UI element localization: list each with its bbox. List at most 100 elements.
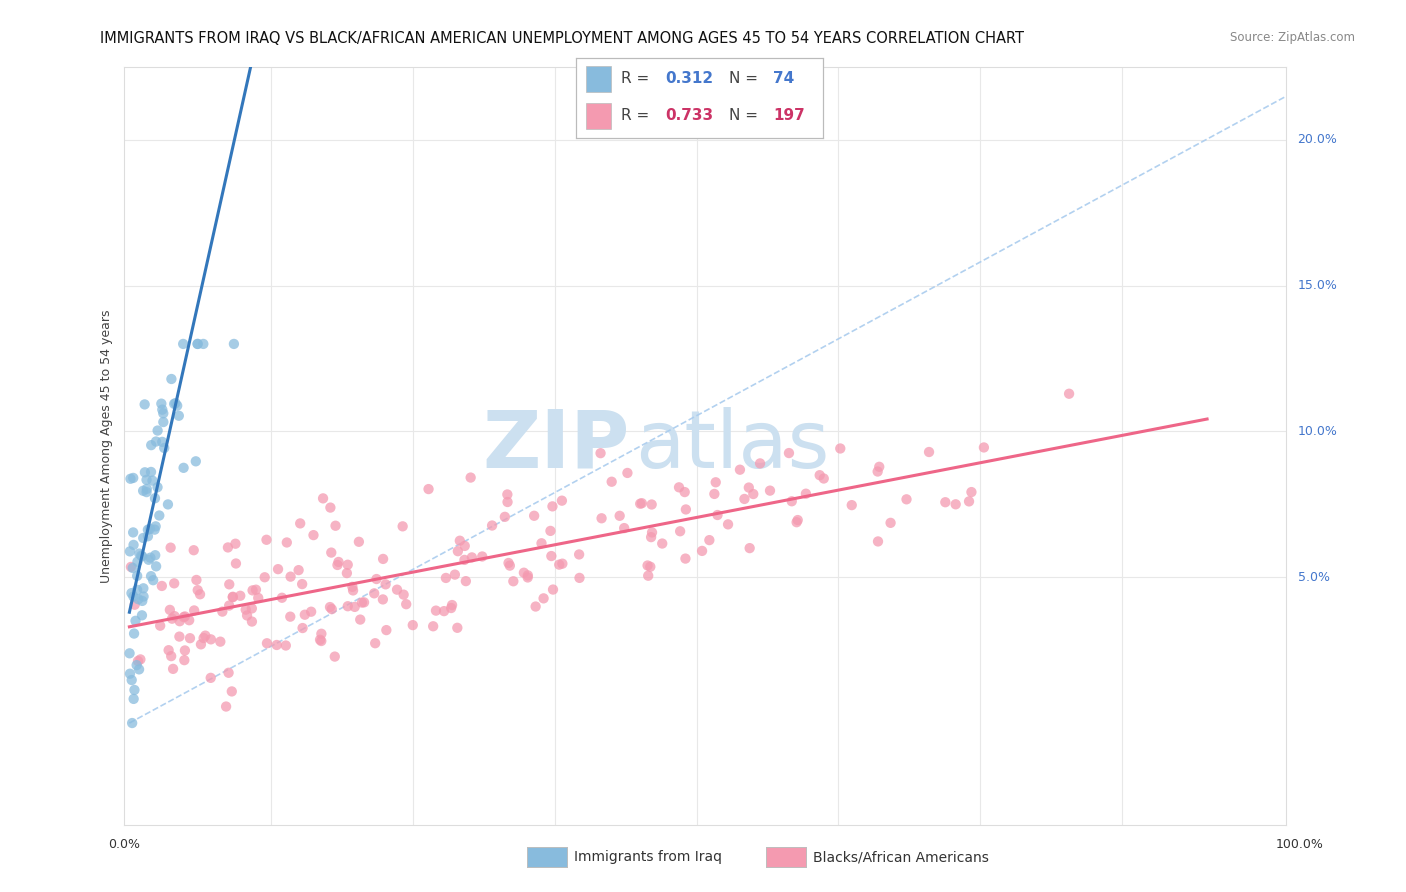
Point bbox=[749, 457, 772, 471]
Point bbox=[240, 615, 263, 629]
Text: 5.0%: 5.0% bbox=[1298, 571, 1330, 583]
Point bbox=[217, 541, 239, 555]
Point bbox=[127, 592, 149, 607]
Point bbox=[149, 618, 172, 632]
Point bbox=[179, 613, 201, 627]
Point bbox=[132, 531, 155, 545]
Point bbox=[280, 569, 302, 583]
Point bbox=[973, 441, 995, 455]
Point bbox=[172, 337, 194, 351]
Point bbox=[211, 605, 233, 619]
Point bbox=[224, 537, 246, 551]
Text: atlas: atlas bbox=[636, 407, 830, 485]
Point bbox=[780, 494, 803, 508]
Point bbox=[127, 569, 149, 583]
Point bbox=[425, 604, 447, 618]
Point bbox=[222, 337, 245, 351]
Point bbox=[516, 568, 538, 582]
Point bbox=[447, 544, 470, 558]
Point bbox=[139, 465, 162, 479]
Point bbox=[143, 523, 166, 537]
Point bbox=[127, 582, 149, 597]
Point bbox=[152, 406, 174, 420]
Point bbox=[347, 534, 370, 549]
Point bbox=[616, 466, 638, 480]
Point bbox=[342, 583, 364, 598]
Point bbox=[371, 592, 394, 607]
Text: IMMIGRANTS FROM IRAQ VS BLACK/AFRICAN AMERICAN UNEMPLOYMENT AMONG AGES 45 TO 54 : IMMIGRANTS FROM IRAQ VS BLACK/AFRICAN AM… bbox=[100, 31, 1025, 46]
Point bbox=[759, 483, 782, 498]
Point bbox=[132, 483, 155, 498]
Point bbox=[173, 610, 195, 624]
Point bbox=[568, 548, 591, 562]
Point bbox=[245, 582, 267, 597]
Point bbox=[187, 337, 209, 351]
Point bbox=[375, 623, 398, 637]
Point bbox=[830, 442, 852, 456]
Point bbox=[136, 529, 159, 543]
Point bbox=[193, 337, 215, 351]
Point bbox=[326, 558, 349, 572]
Point bbox=[444, 567, 467, 582]
Point bbox=[150, 397, 173, 411]
Point bbox=[229, 589, 252, 603]
Point bbox=[200, 671, 222, 685]
Point bbox=[540, 549, 562, 563]
Point bbox=[502, 574, 524, 589]
Point bbox=[274, 639, 297, 653]
Point bbox=[738, 481, 761, 495]
Point bbox=[353, 595, 375, 609]
Point bbox=[200, 632, 222, 647]
Point bbox=[651, 536, 673, 550]
Text: R =: R = bbox=[620, 108, 650, 123]
Point bbox=[640, 530, 662, 544]
Point bbox=[278, 609, 301, 624]
Point bbox=[190, 637, 212, 651]
Point bbox=[794, 486, 817, 500]
Point bbox=[299, 605, 322, 619]
Point bbox=[167, 409, 190, 423]
Text: 10.0%: 10.0% bbox=[1298, 425, 1337, 438]
Point bbox=[498, 556, 520, 570]
Text: 100.0%: 100.0% bbox=[1275, 838, 1323, 851]
Point bbox=[129, 652, 152, 666]
Point bbox=[311, 626, 333, 640]
Point bbox=[124, 598, 146, 612]
Point bbox=[499, 558, 522, 573]
Point bbox=[533, 591, 555, 606]
Point bbox=[287, 563, 309, 577]
Point bbox=[121, 716, 143, 731]
Point bbox=[321, 545, 343, 559]
Point bbox=[186, 573, 208, 587]
Point bbox=[541, 500, 564, 514]
Point bbox=[868, 459, 890, 474]
Point bbox=[540, 524, 562, 538]
Point bbox=[122, 538, 145, 552]
Point bbox=[699, 533, 721, 548]
Point bbox=[433, 604, 456, 618]
Point bbox=[441, 598, 464, 612]
Point bbox=[311, 634, 333, 648]
Point bbox=[146, 480, 169, 494]
Point bbox=[150, 579, 173, 593]
Text: 20.0%: 20.0% bbox=[1298, 133, 1337, 146]
Point bbox=[551, 493, 574, 508]
Point bbox=[628, 497, 651, 511]
Point bbox=[813, 471, 835, 485]
Point bbox=[551, 557, 574, 571]
Point bbox=[118, 646, 141, 660]
Point bbox=[139, 569, 162, 583]
Point bbox=[157, 643, 180, 657]
Point bbox=[120, 560, 142, 574]
Point bbox=[139, 522, 162, 536]
Point bbox=[374, 577, 396, 591]
Point bbox=[778, 446, 800, 460]
Point bbox=[128, 547, 150, 561]
Point bbox=[640, 559, 662, 574]
Point bbox=[738, 541, 761, 555]
Point bbox=[342, 580, 364, 594]
Point bbox=[131, 594, 153, 608]
Point bbox=[446, 621, 468, 635]
Point bbox=[127, 555, 149, 569]
Point bbox=[148, 508, 170, 523]
